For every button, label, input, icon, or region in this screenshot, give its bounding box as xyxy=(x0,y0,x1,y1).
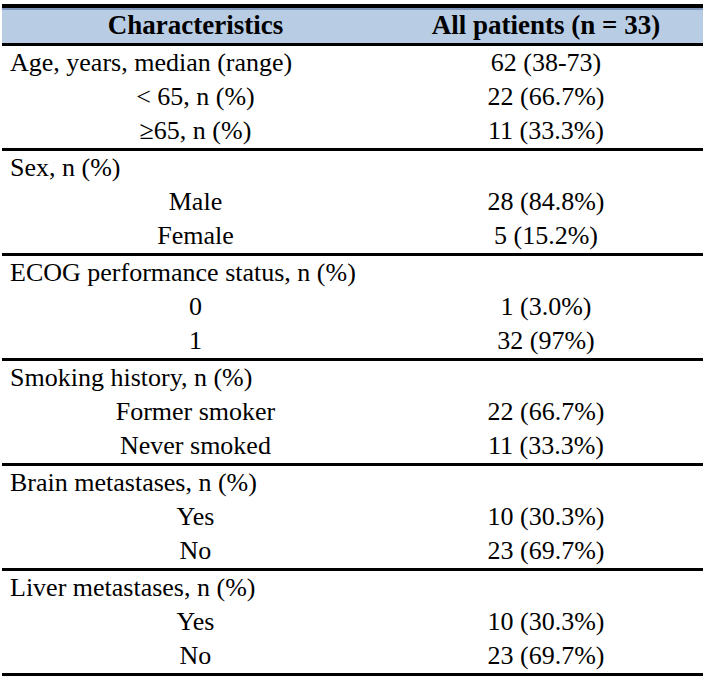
table-row: ≥65, n (%) 11 (33.3%) xyxy=(2,114,703,148)
row-label: Brain metastases, n (%) xyxy=(2,466,389,500)
row-label: 1 xyxy=(2,324,389,358)
row-label: Male xyxy=(2,185,389,219)
row-label: Yes xyxy=(2,605,389,639)
row-label: Never smoked xyxy=(2,429,389,463)
row-label: 0 xyxy=(2,290,389,324)
table-row: No 23 (69.7%) xyxy=(2,534,703,568)
row-value xyxy=(389,571,703,605)
table-row: 1 32 (97%) xyxy=(2,324,703,358)
table-row: Brain metastases, n (%) xyxy=(2,466,703,500)
row-label: Smoking history, n (%) xyxy=(2,361,389,395)
row-value: 11 (33.3%) xyxy=(389,429,703,463)
column-header-characteristics: Characteristics xyxy=(2,10,389,43)
row-label: Sex, n (%) xyxy=(2,151,389,185)
row-value xyxy=(389,151,703,185)
row-label: Age, years, median (range) xyxy=(2,46,389,80)
table-row: Smoking history, n (%) xyxy=(2,361,703,395)
table-row: Never smoked 11 (33.3%) xyxy=(2,429,703,463)
row-label: ECOG performance status, n (%) xyxy=(2,256,389,290)
row-value: 1 (3.0%) xyxy=(389,290,703,324)
column-header-all-patients: All patients (n = 33) xyxy=(389,10,703,43)
section-brain-metastases: Brain metastases, n (%) Yes 10 (30.3%) N… xyxy=(2,466,703,571)
patient-characteristics-table: Characteristics All patients (n = 33) Ag… xyxy=(2,4,703,676)
row-value: 10 (30.3%) xyxy=(389,500,703,534)
row-value: 23 (69.7%) xyxy=(389,534,703,568)
table-row: Age, years, median (range) 62 (38-73) xyxy=(2,46,703,80)
table-row: ECOG performance status, n (%) xyxy=(2,256,703,290)
row-value: 22 (66.7%) xyxy=(389,80,703,114)
table-row: Female 5 (15.2%) xyxy=(2,219,703,253)
row-value: 32 (97%) xyxy=(389,324,703,358)
table-row: No 23 (69.7%) xyxy=(2,639,703,673)
row-value: 10 (30.3%) xyxy=(389,605,703,639)
row-value: 11 (33.3%) xyxy=(389,114,703,148)
table-row: Male 28 (84.8%) xyxy=(2,185,703,219)
table-row: Sex, n (%) xyxy=(2,151,703,185)
row-label: Yes xyxy=(2,500,389,534)
section-smoking: Smoking history, n (%) Former smoker 22 … xyxy=(2,361,703,466)
table-header-row: Characteristics All patients (n = 33) xyxy=(2,8,703,46)
row-value: 62 (38-73) xyxy=(389,46,703,80)
row-label: Female xyxy=(2,219,389,253)
row-label: ≥65, n (%) xyxy=(2,114,389,148)
row-label: No xyxy=(2,639,389,673)
table-row: Liver metastases, n (%) xyxy=(2,571,703,605)
section-ecog: ECOG performance status, n (%) 0 1 (3.0%… xyxy=(2,256,703,361)
row-value: 23 (69.7%) xyxy=(389,639,703,673)
row-value xyxy=(389,361,703,395)
row-label: No xyxy=(2,534,389,568)
table-row: 0 1 (3.0%) xyxy=(2,290,703,324)
table-row: Yes 10 (30.3%) xyxy=(2,605,703,639)
row-value xyxy=(389,466,703,500)
section-liver-metastases: Liver metastases, n (%) Yes 10 (30.3%) N… xyxy=(2,571,703,676)
table-row: Former smoker 22 (66.7%) xyxy=(2,395,703,429)
row-value: 22 (66.7%) xyxy=(389,395,703,429)
section-sex: Sex, n (%) Male 28 (84.8%) Female 5 (15.… xyxy=(2,151,703,256)
row-value: 28 (84.8%) xyxy=(389,185,703,219)
row-label: Former smoker xyxy=(2,395,389,429)
row-label: < 65, n (%) xyxy=(2,80,389,114)
page: Characteristics All patients (n = 33) Ag… xyxy=(0,0,705,697)
section-age: Age, years, median (range) 62 (38-73) < … xyxy=(2,46,703,151)
row-value xyxy=(389,256,703,290)
row-value: 5 (15.2%) xyxy=(389,219,703,253)
table-row: < 65, n (%) 22 (66.7%) xyxy=(2,80,703,114)
row-label: Liver metastases, n (%) xyxy=(2,571,389,605)
table-row: Yes 10 (30.3%) xyxy=(2,500,703,534)
